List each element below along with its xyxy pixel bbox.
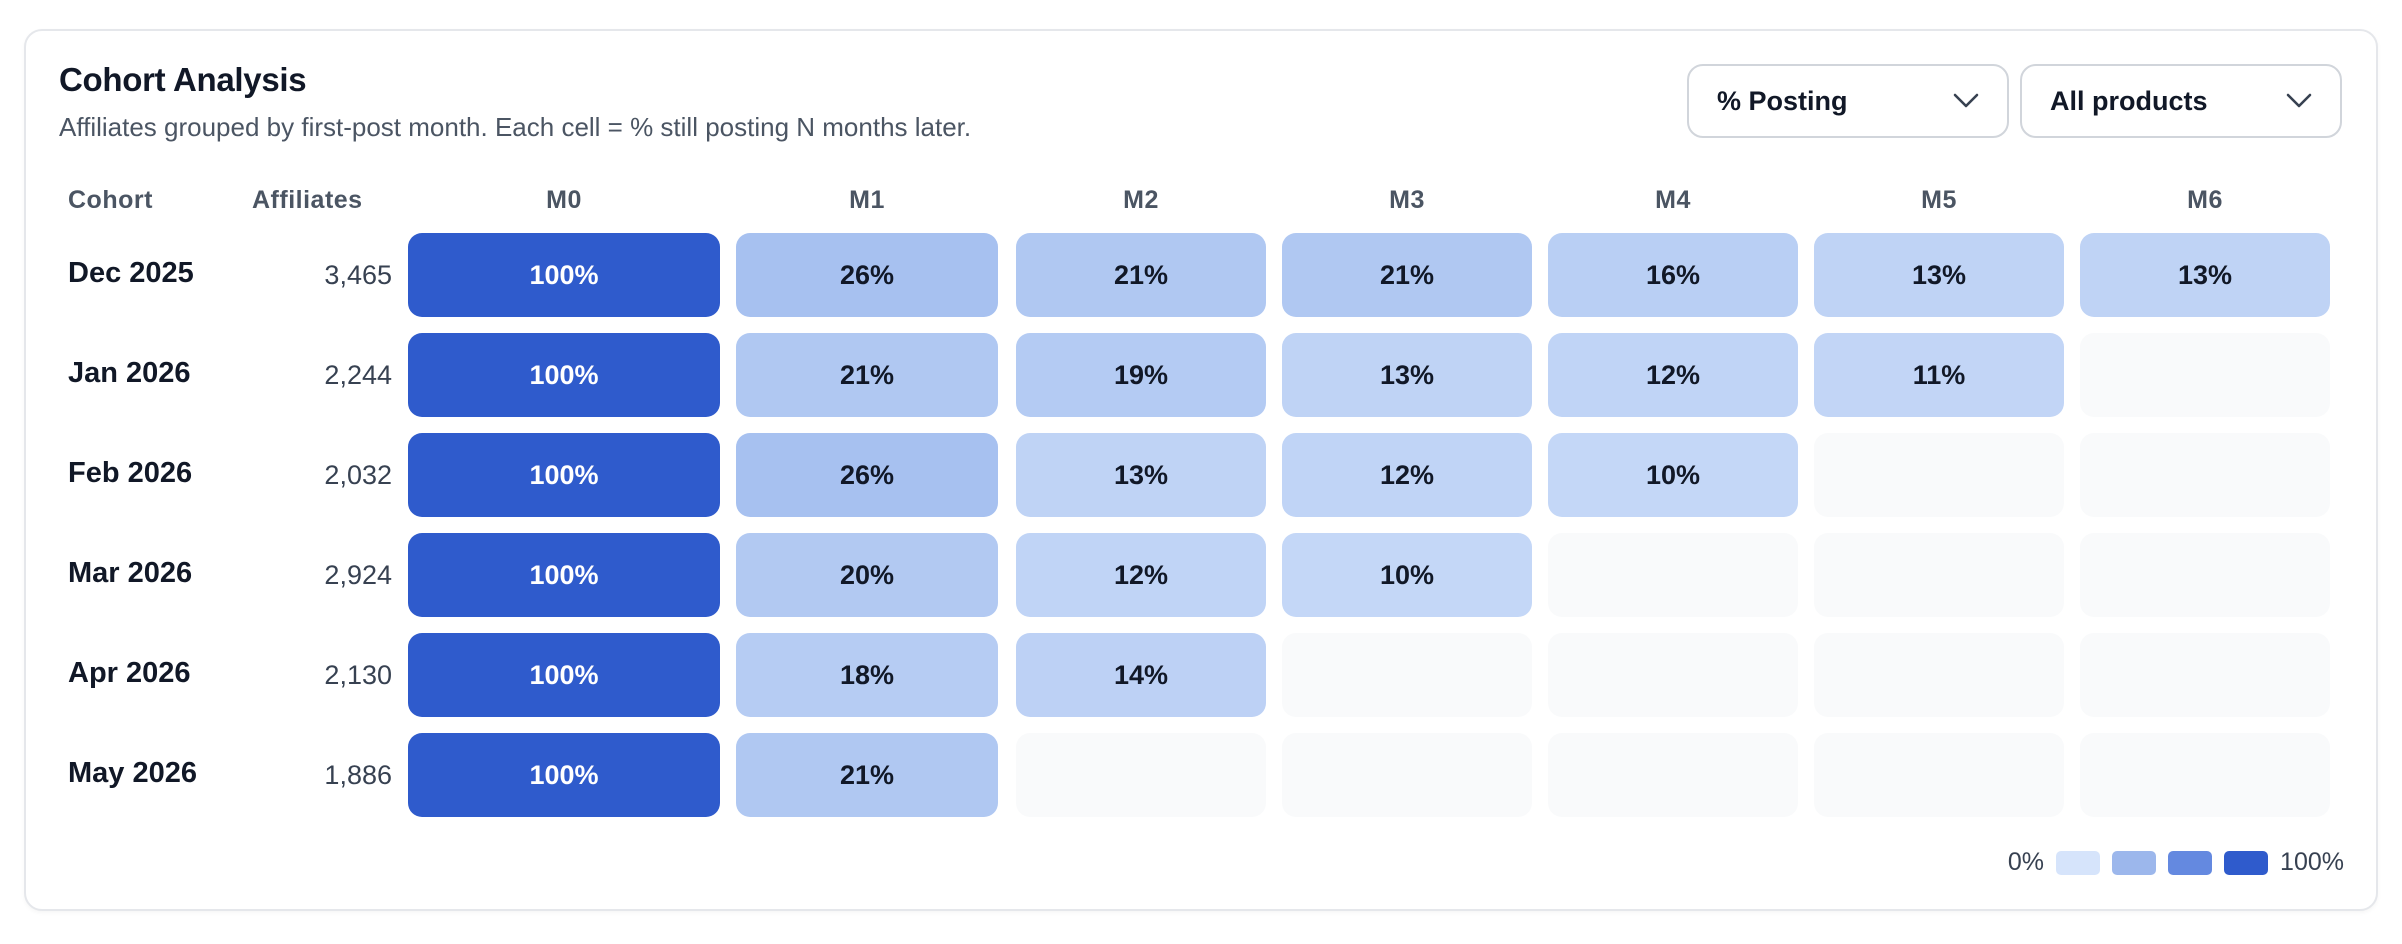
product-select-value: All products — [2050, 85, 2208, 116]
heatmap-cell-empty — [1282, 633, 1532, 717]
legend-swatch — [2168, 850, 2213, 875]
heatmap-cell-empty — [1814, 733, 2064, 817]
heatmap-cell-empty — [2080, 733, 2330, 817]
column-header-cohort: Cohort — [68, 186, 153, 214]
heatmap-cell: 13% — [1016, 433, 1266, 517]
affiliate-count: 3,465 — [324, 260, 392, 290]
heatmap-cell: 13% — [1814, 233, 2064, 317]
heatmap-cell: 100% — [408, 633, 720, 717]
heatmap-cell-empty — [2080, 333, 2330, 417]
affiliate-count: 2,130 — [324, 660, 392, 690]
chevron-down-icon — [1953, 93, 1979, 108]
column-header-m3: M3 — [1389, 186, 1425, 214]
legend-swatch — [2224, 850, 2269, 875]
color-legend: 0% 100% — [2008, 848, 2344, 877]
heatmap-cell: 12% — [1282, 433, 1532, 517]
legend-swatch — [2056, 850, 2101, 875]
cohort-label: Jan 2026 — [68, 357, 191, 389]
column-header-affiliates: Affiliates — [252, 186, 363, 214]
heatmap-cell: 13% — [2080, 233, 2330, 317]
heatmap-cell: 100% — [408, 333, 720, 417]
cohort-label: May 2026 — [68, 757, 197, 789]
heatmap-cell: 13% — [1282, 333, 1532, 417]
heatmap-cell: 20% — [736, 533, 998, 617]
heatmap-cell-empty — [1548, 533, 1798, 617]
cohort-label: Feb 2026 — [68, 457, 193, 489]
heatmap-cell: 100% — [408, 533, 720, 617]
heatmap-cell-empty — [1814, 433, 2064, 517]
heatmap-cell: 26% — [736, 233, 998, 317]
heatmap-cell: 100% — [408, 233, 720, 317]
heatmap-cell-empty — [1016, 733, 1266, 817]
heatmap-cell: 18% — [736, 633, 998, 717]
cohort-analysis-card: Cohort Analysis Affiliates grouped by fi… — [24, 29, 2378, 911]
heatmap-cell-empty — [1282, 733, 1532, 817]
column-header-m0: M0 — [546, 186, 582, 214]
product-select[interactable]: All products — [2020, 64, 2342, 138]
cohort-label: Apr 2026 — [68, 657, 191, 689]
heatmap-cell: 12% — [1016, 533, 1266, 617]
heatmap-cell: 10% — [1548, 433, 1798, 517]
column-header-m1: M1 — [849, 186, 885, 214]
heatmap-cell-empty — [2080, 633, 2330, 717]
column-header-m4: M4 — [1655, 186, 1691, 214]
legend-swatch — [2112, 850, 2157, 875]
affiliate-count: 2,032 — [324, 460, 392, 490]
heatmap-cell: 12% — [1548, 333, 1798, 417]
heatmap-cell: 100% — [408, 433, 720, 517]
heatmap-cell-empty — [1814, 633, 2064, 717]
metric-select-value: % Posting — [1717, 85, 1848, 116]
heatmap-cell-empty — [2080, 433, 2330, 517]
heatmap-cell: 14% — [1016, 633, 1266, 717]
affiliate-count: 1,886 — [324, 760, 392, 790]
heatmap-cell-empty — [1548, 633, 1798, 717]
legend-min-label: 0% — [2007, 848, 2045, 876]
heatmap-cell: 21% — [736, 733, 998, 817]
heatmap-cell: 11% — [1814, 333, 2064, 417]
heatmap-cell: 26% — [736, 433, 998, 517]
card-title: Cohort Analysis — [59, 61, 307, 98]
cohort-label: Dec 2025 — [68, 257, 194, 289]
metric-select[interactable]: % Posting — [1687, 64, 2009, 138]
heatmap-cell: 10% — [1282, 533, 1532, 617]
heatmap-cell-empty — [1814, 533, 2064, 617]
heatmap-cell: 19% — [1016, 333, 1266, 417]
heatmap-cell-empty — [1548, 733, 1798, 817]
column-header-m6: M6 — [2187, 186, 2223, 214]
column-header-m5: M5 — [1921, 186, 1957, 214]
heatmap-cell: 21% — [1282, 233, 1532, 317]
affiliate-count: 2,244 — [324, 360, 392, 390]
heatmap-cell: 16% — [1548, 233, 1798, 317]
cohort-label: Mar 2026 — [68, 557, 193, 589]
heatmap-cell: 100% — [408, 733, 720, 817]
column-header-m2: M2 — [1123, 186, 1159, 214]
heatmap-cell: 21% — [736, 333, 998, 417]
affiliate-count: 2,924 — [324, 560, 392, 590]
heatmap-cell: 21% — [1016, 233, 1266, 317]
card-subtitle: Affiliates grouped by first-post month. … — [59, 112, 972, 142]
chevron-down-icon — [2286, 93, 2312, 108]
legend-max-label: 100% — [2280, 848, 2344, 876]
heatmap-cell-empty — [2080, 533, 2330, 617]
